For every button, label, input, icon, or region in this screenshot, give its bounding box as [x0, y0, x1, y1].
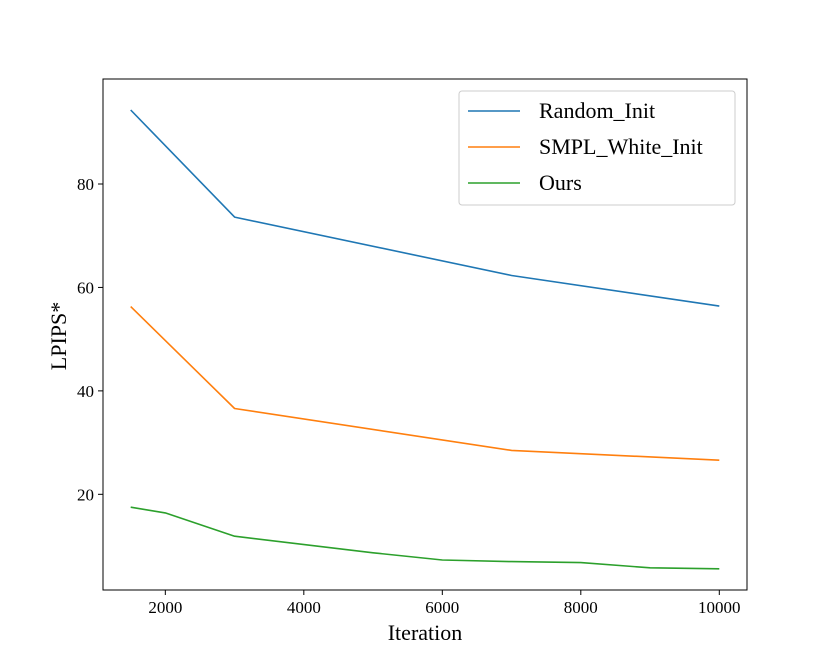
y-tick-label: 20 — [77, 485, 94, 504]
legend-label: Random_Init — [539, 98, 655, 123]
x-tick-label: 8000 — [564, 598, 598, 617]
legend-label: SMPL_White_Init — [539, 134, 703, 159]
x-axis-label: Iteration — [388, 620, 463, 645]
y-tick-label: 60 — [77, 278, 94, 297]
y-tick-label: 40 — [77, 382, 94, 401]
series-layer — [130, 109, 720, 570]
series-line-ours — [130, 506, 720, 570]
series-line-random-init — [130, 109, 720, 307]
ticks-layer: 2000 4000 6000 8000 10000 20 40 60 80 — [77, 175, 741, 617]
x-tick-label: 6000 — [425, 598, 459, 617]
plot-area — [102, 78, 748, 591]
legend-label: Ours — [539, 170, 582, 195]
legend: Random_Init SMPL_White_Init Ours — [458, 90, 736, 206]
y-axis-label: LPIPS* — [46, 302, 71, 370]
legend-box — [458, 90, 736, 206]
x-tick-label: 10000 — [698, 598, 741, 617]
x-tick-label: 4000 — [287, 598, 321, 617]
x-tick-label: 2000 — [148, 598, 182, 617]
axes-frame — [102, 78, 748, 591]
y-tick-label: 80 — [77, 175, 94, 194]
series-line-smpl-white-init — [130, 306, 720, 461]
